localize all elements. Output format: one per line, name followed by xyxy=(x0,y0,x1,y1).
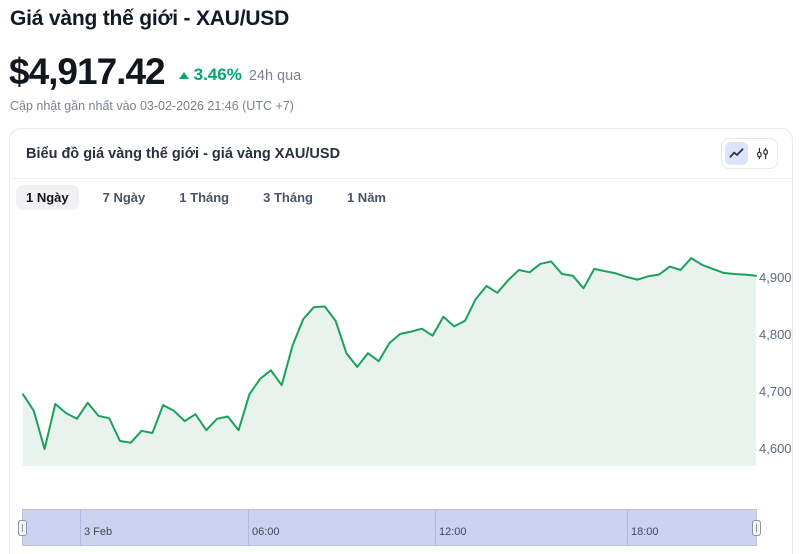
navigator-gridline xyxy=(435,510,436,545)
up-arrow-icon xyxy=(178,71,189,79)
chart-card-header: Biểu đồ giá vàng thế giới - giá vàng XAU… xyxy=(10,129,792,179)
navigator-gridline xyxy=(627,510,628,545)
navigator-track[interactable] xyxy=(22,509,757,546)
tab-1-nam[interactable]: 1 Năm xyxy=(337,185,396,210)
navigator-gridline xyxy=(248,510,249,545)
navigator-label: 3 Feb xyxy=(84,526,113,538)
navigator-handle-grip xyxy=(756,524,757,532)
navigator-right-handle[interactable] xyxy=(752,520,761,536)
price-row: $4,917.42 3.46% 24h qua xyxy=(9,51,301,93)
navigator-gridline xyxy=(80,510,81,545)
range-tabs: 1 Ngày 7 Ngày 1 Tháng 3 Tháng 1 Năm xyxy=(16,185,396,210)
tab-7-ngay[interactable]: 7 Ngày xyxy=(93,185,156,210)
page-title: Giá vàng thế giới - XAU/USD xyxy=(10,7,290,30)
candlestick-chart-button[interactable] xyxy=(751,142,774,165)
price-change: 3.46% xyxy=(178,65,242,85)
y-axis-label: 4,700 xyxy=(759,384,792,399)
navigator-handle-grip xyxy=(22,524,23,532)
main-chart-hover-area[interactable] xyxy=(23,219,756,466)
tab-3-thang[interactable]: 3 Tháng xyxy=(253,185,323,210)
navigator-label: 18:00 xyxy=(631,526,659,538)
chart-type-toggle xyxy=(721,138,778,169)
chart-card-title: Biểu đồ giá vàng thế giới - giá vàng XAU… xyxy=(26,145,341,162)
change-period: 24h qua xyxy=(248,67,302,84)
last-updated: Cập nhật gần nhất vào 03-02-2026 21:46 (… xyxy=(10,99,294,113)
chart-card: Biểu đồ giá vàng thế giới - giá vàng XAU… xyxy=(9,128,793,554)
navigator-label: 06:00 xyxy=(252,526,280,538)
current-price: $4,917.42 xyxy=(9,51,166,92)
change-percent: 3.46% xyxy=(193,65,242,84)
candlestick-icon xyxy=(755,146,770,161)
y-axis-label: 4,800 xyxy=(759,327,792,342)
tab-1-thang[interactable]: 1 Tháng xyxy=(169,185,239,210)
tab-1-ngay[interactable]: 1 Ngày xyxy=(16,185,79,210)
navigator-left-handle[interactable] xyxy=(18,520,27,536)
y-axis-label: 4,900 xyxy=(759,270,792,285)
navigator-label: 12:00 xyxy=(439,526,467,538)
line-chart-icon xyxy=(729,146,744,161)
y-axis-label: 4,600 xyxy=(759,441,792,456)
line-chart-button[interactable] xyxy=(725,142,748,165)
